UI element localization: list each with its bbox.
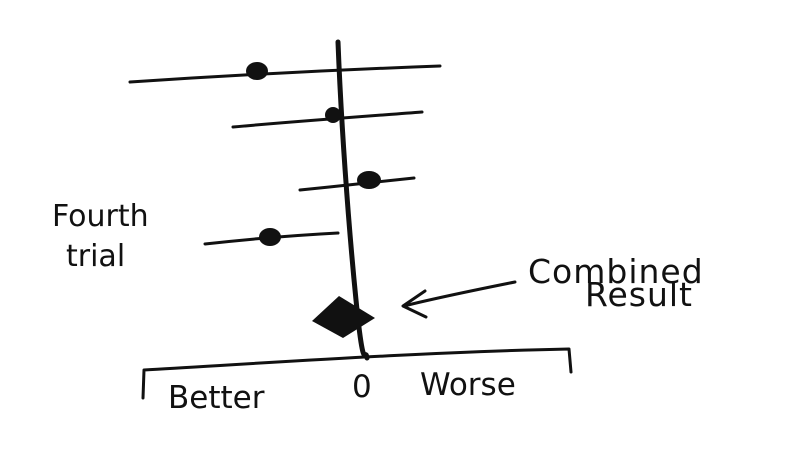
fourth-trial-label-line2: trial <box>66 239 125 274</box>
combined-result-label-line2: Result <box>585 275 693 314</box>
combined-result-label-line1: Combined <box>528 252 704 291</box>
confidence-interval-line <box>298 176 416 192</box>
trial-3 <box>298 171 416 192</box>
trial-2 <box>231 107 424 129</box>
point-estimate <box>357 171 381 189</box>
axis-label-better: Better <box>168 380 265 416</box>
confidence-interval-line <box>128 64 442 84</box>
fourth-trial-label-line1: Fourth <box>52 199 149 234</box>
trial-4 <box>203 228 340 246</box>
combined-result-diamond <box>312 296 375 338</box>
point-estimate <box>259 228 281 246</box>
axis-label-worse: Worse <box>420 367 516 403</box>
trial-1 <box>128 62 442 84</box>
point-estimate <box>325 107 341 123</box>
axis-bracket <box>141 347 573 400</box>
axis-label-zero: 0 <box>352 369 372 405</box>
point-estimate <box>246 62 268 80</box>
arrow-icon <box>401 280 517 319</box>
no-effect-line <box>335 39 370 361</box>
